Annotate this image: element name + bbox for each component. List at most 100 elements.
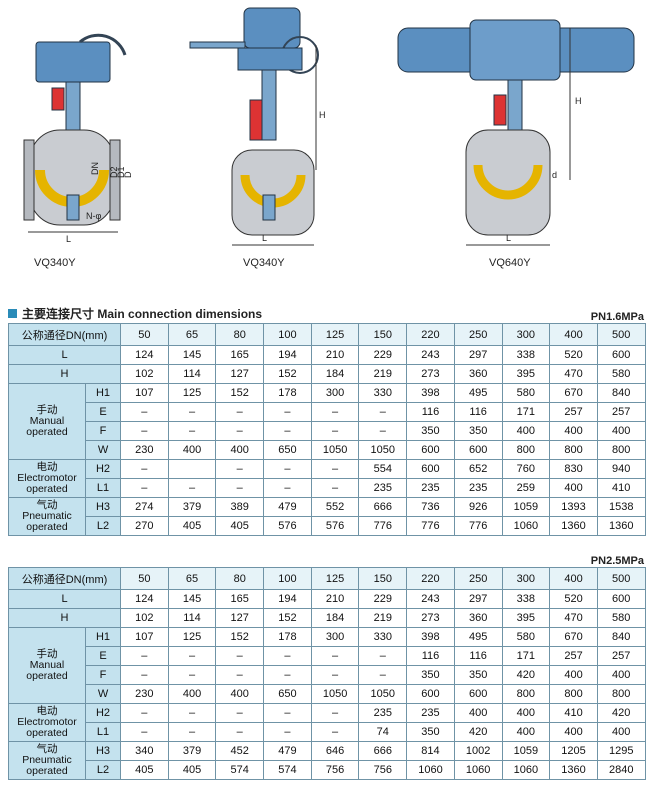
value-cell: 145 — [167, 589, 217, 609]
value-cell: 235 — [358, 703, 408, 723]
value-cell: 257 — [549, 402, 598, 422]
pressure-label: PN2.5MPa — [590, 555, 644, 567]
row-label: H2 — [84, 459, 122, 479]
value-cell: 1060 — [406, 760, 455, 780]
value-cell: – — [358, 646, 408, 666]
value-cell: – — [215, 421, 265, 441]
value-cell: 165 — [215, 589, 265, 609]
row-label: H1 — [84, 627, 122, 647]
value-cell: – — [120, 703, 169, 723]
dim-label: D — [123, 171, 133, 178]
row: 气动 Pneumatic operated H3 340 379 452 479 646 666 8… — [8, 741, 646, 780]
value-cell: – — [167, 402, 217, 422]
row: L1– – – – –235 235 235 259 400 410 — [9, 478, 646, 498]
row: F – – – – – –350 350 400 400 400 — [9, 421, 646, 441]
value-cell: – — [215, 459, 265, 479]
value-cell: – — [358, 421, 408, 441]
dn-cell: 50 — [120, 323, 169, 346]
dn-cell: 100 — [263, 323, 312, 346]
value-cell: 350 — [453, 665, 503, 685]
dim-label: d — [552, 170, 557, 180]
value-cell: 756 — [310, 760, 360, 780]
value-cell: – — [310, 703, 360, 723]
row-label: E — [84, 402, 122, 422]
value-cell: 400 — [596, 665, 646, 685]
value-cell: – — [358, 665, 408, 685]
value-cell: 219 — [358, 364, 408, 384]
value-cell: 297 — [453, 589, 503, 609]
value-cell: 405 — [167, 760, 217, 780]
value-cell: 520 — [549, 345, 598, 365]
row: 手动 Manual operated H1 107 125 152 178 300 330 398 4… — [8, 627, 646, 704]
drawings: DN D2 D1 D L N-φ VQ340Y H L VQ340Y H d — [23, 7, 635, 269]
value-cell: 1060 — [501, 516, 551, 536]
value-cell: 398 — [406, 627, 455, 647]
value-cell: 574 — [263, 760, 312, 780]
group-label: 气动 Pneumatic operated — [8, 741, 86, 780]
row-label: F — [84, 421, 122, 441]
value-cell: 420 — [501, 665, 551, 685]
row: W 230 400 400 650 1050 1050 600 600 800 800 800 — [9, 684, 646, 704]
value-cell: 259 — [501, 478, 551, 498]
value-cell: 184 — [310, 608, 360, 628]
value-cell: 420 — [453, 722, 503, 742]
value-cell: 940 — [596, 459, 646, 479]
section-title: 主要连接尺寸 Main connection dimensions — [8, 305, 262, 322]
value-cell: – — [310, 459, 360, 479]
value-cell: 580 — [596, 364, 646, 384]
value-cell: 400 — [215, 440, 265, 460]
value-cell: 400 — [549, 722, 598, 742]
row: 电动 Electromotor operated H2– – – –554 600 652 760… — [8, 459, 646, 498]
value-cell: 116 — [453, 646, 503, 666]
dn-cell: 100 — [263, 567, 312, 590]
value-cell: 580 — [501, 627, 551, 647]
group-text: operated — [26, 670, 68, 682]
dimension-table: 公称通径DN(mm) 50 65 80 100 125 150 220 250 300 400 500… — [7, 323, 646, 536]
group-text: Pneumatic — [22, 754, 72, 766]
value-cell: – — [167, 421, 217, 441]
group-label: 电动 Electromotor operated — [8, 703, 86, 742]
value-cell: 273 — [406, 608, 455, 628]
value-cell: 814 — [406, 741, 455, 761]
value-cell: 670 — [549, 627, 598, 647]
value-cell: – — [167, 722, 217, 742]
value-cell: – — [167, 703, 217, 723]
value-cell: 1060 — [453, 760, 503, 780]
value-cell: – — [120, 459, 169, 479]
value-cell: 338 — [501, 589, 551, 609]
value-cell: 230 — [120, 684, 169, 704]
row: L2 270 405 405 576 576 776 776 776 1060 1360 1360 — [9, 516, 646, 536]
value-cell: 1002 — [453, 741, 503, 761]
row-label: L1 — [84, 722, 122, 742]
row-label: L1 — [84, 478, 122, 498]
value-cell: 600 — [406, 684, 455, 704]
value-cell: 1360 — [549, 516, 598, 536]
value-cell: 350 — [453, 421, 503, 441]
dn-cell: 50 — [120, 567, 169, 590]
value-cell: 1295 — [596, 741, 646, 761]
value-cell: 360 — [453, 364, 503, 384]
row-label: H — [7, 364, 122, 384]
dim-label: L — [66, 234, 71, 244]
value-cell: – — [310, 478, 360, 498]
value-cell: 840 — [596, 627, 646, 647]
value-cell: 776 — [453, 516, 503, 536]
value-cell: 194 — [263, 589, 312, 609]
value-cell: 300 — [310, 383, 360, 403]
value-cell: 400 — [501, 421, 551, 441]
value-cell: 1205 — [549, 741, 598, 761]
value-cell: 495 — [453, 627, 503, 647]
group-text: Manual — [29, 415, 65, 427]
value-cell: 1050 — [358, 684, 408, 704]
header-row: 公称通径DN(mm) 50 65 80 100 125 150 220 250 300 400 500 — [7, 323, 646, 346]
value-cell: 389 — [215, 497, 265, 517]
value-cell: – — [263, 478, 312, 498]
value-cell: – — [120, 665, 169, 685]
value-cell: 274 — [120, 497, 169, 517]
value-cell: 235 — [406, 478, 455, 498]
value-cell: 400 — [596, 722, 646, 742]
value-cell: – — [120, 722, 169, 742]
value-cell: 552 — [310, 497, 360, 517]
row: 手动 Manual operated H1 107 125 152 178 300 330 398 4… — [8, 383, 646, 460]
value-cell: – — [167, 665, 217, 685]
